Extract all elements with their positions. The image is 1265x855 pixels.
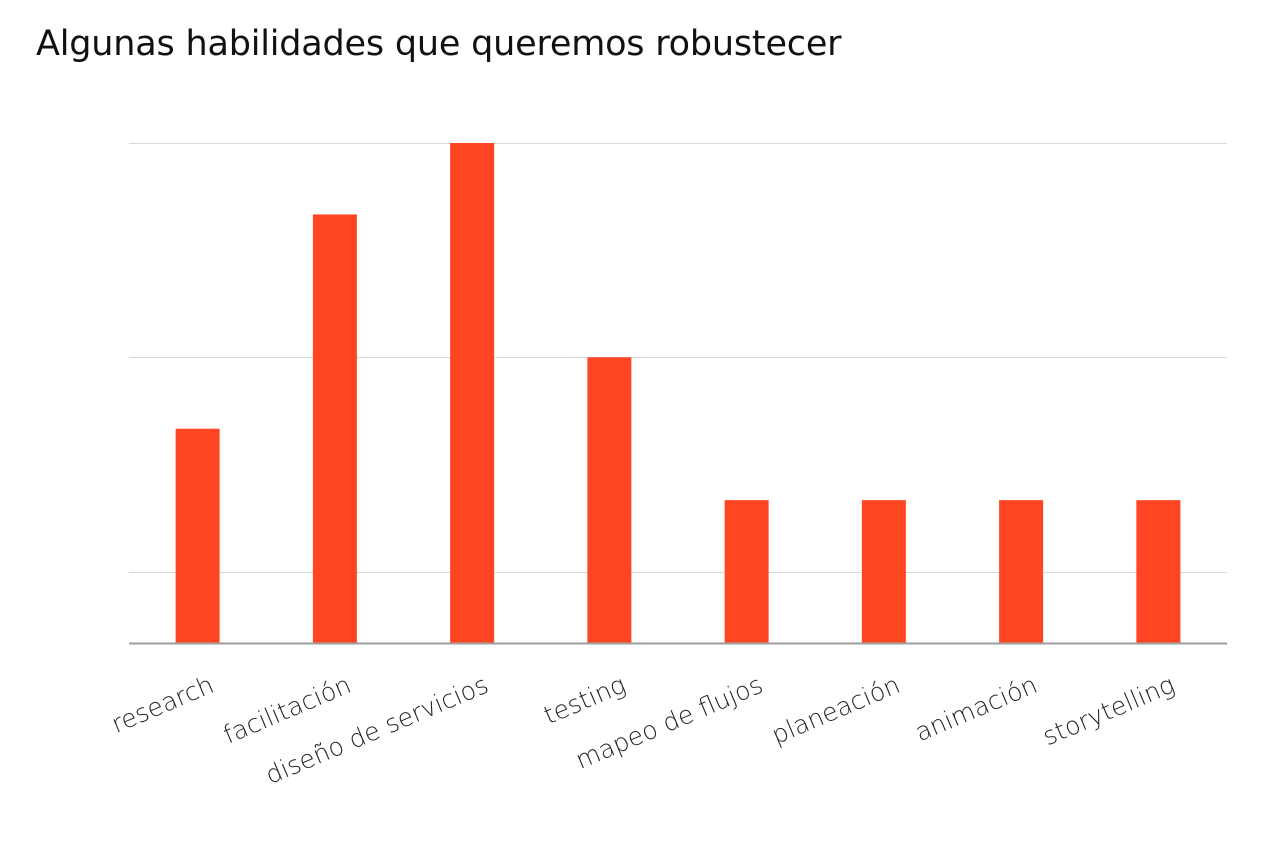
- x-tick-label: storytelling: [1038, 670, 1178, 751]
- bar-diseño-de-servicios: [450, 143, 495, 643]
- bar-research: [175, 428, 220, 643]
- bar-planeación: [861, 500, 906, 643]
- bar-storytelling: [1136, 500, 1181, 643]
- chart-title: Algunas habilidades que queremos robuste…: [36, 24, 842, 64]
- x-tick-label: research: [107, 670, 218, 739]
- x-tick-label: diseño de servicios: [261, 670, 492, 790]
- bar-animación: [999, 500, 1044, 643]
- gridlines: [129, 143, 1227, 573]
- x-tick-label: testing: [539, 670, 629, 730]
- bars: [175, 143, 1181, 643]
- x-tick-label: planeación: [767, 670, 904, 750]
- bar-testing: [587, 357, 632, 643]
- bar-facilitación: [312, 214, 357, 643]
- bar-mapeo-de-flujos: [724, 500, 769, 643]
- x-tick-label: animación: [911, 670, 1042, 747]
